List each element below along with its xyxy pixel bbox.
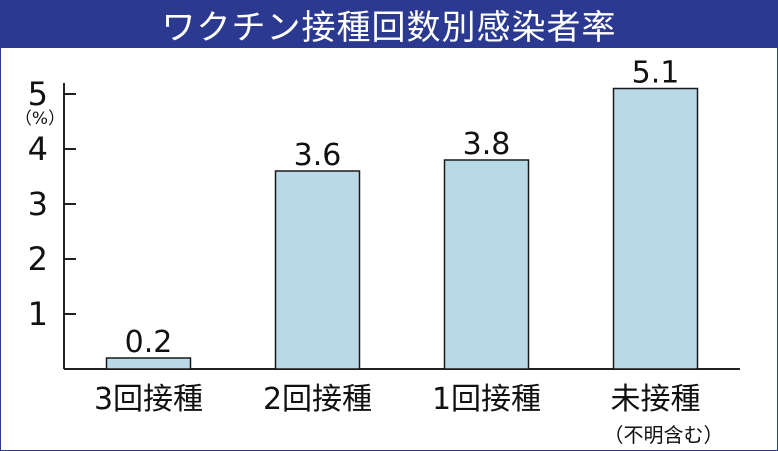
x-tick-label: 2回接種 [263,382,372,417]
x-tick-label: 3回接種 [94,382,203,417]
x-tick-note: （不明含む） [604,423,724,447]
bar-2 [443,159,530,370]
data-label: 5.1 [632,56,680,91]
chart-title: ワクチン接種回数別感染者率 [161,7,617,48]
bar-1 [274,170,361,370]
bar-3 [612,87,699,370]
y-tick-label: 5 [28,75,48,113]
x-tick-label: 1回接種 [432,382,541,417]
y-tick-label: 4 [28,130,48,168]
y-axis-unit: （%） [15,109,65,129]
title-bar: ワクチン接種回数別感染者率 [0,0,778,48]
y-tick-label: 1 [28,295,48,333]
data-label: 0.2 [125,325,173,360]
bar-0 [105,357,192,370]
y-tick-label: 2 [28,240,48,278]
data-label: 3.8 [463,127,511,162]
data-label: 3.6 [294,138,342,173]
y-tick-label: 3 [28,185,48,223]
x-tick-label: 未接種 [611,382,701,417]
